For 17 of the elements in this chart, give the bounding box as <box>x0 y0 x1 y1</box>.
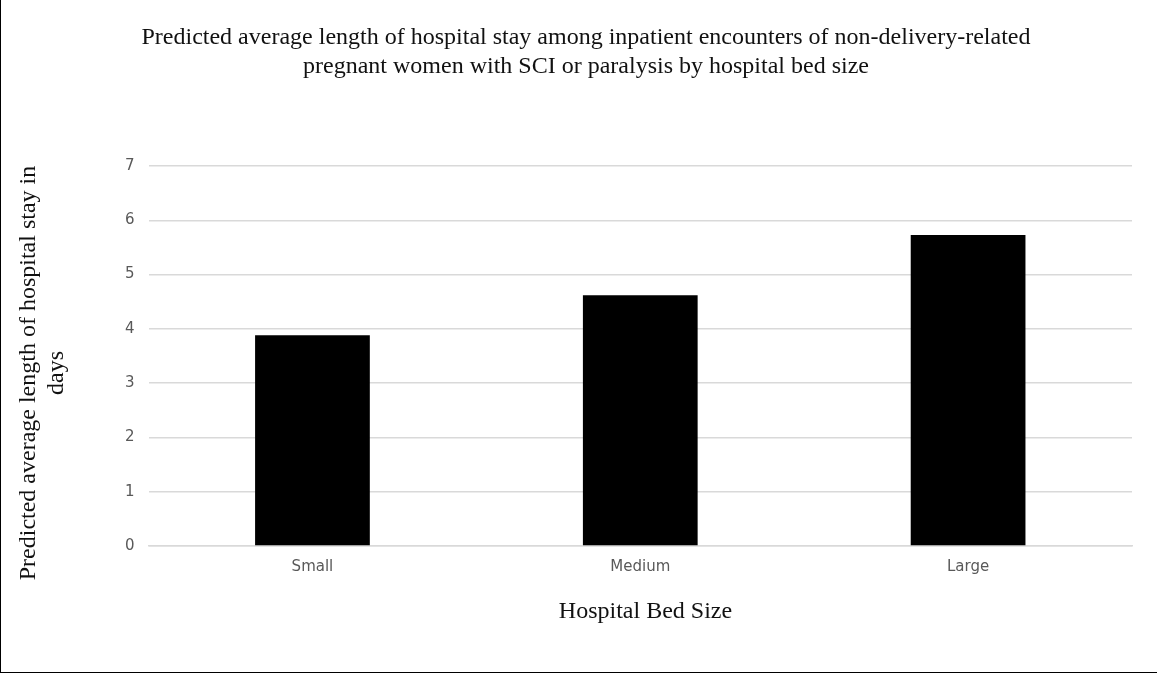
y-tick-label: 7 <box>125 155 135 174</box>
x-axis-title: Hospital Bed Size <box>557 597 734 624</box>
x-tick-label: Medium <box>610 556 671 575</box>
y-tick-label: 0 <box>125 535 135 554</box>
y-tick-label: 5 <box>125 264 135 283</box>
y-tick-label: 2 <box>125 427 135 446</box>
y-tick-label: 6 <box>125 210 135 229</box>
bar <box>910 234 1026 546</box>
y-tick-label: 1 <box>125 481 135 500</box>
y-axis-title: Predicted average length of hospital stay in days <box>13 164 69 583</box>
y-tick-label: 3 <box>125 373 135 392</box>
x-tick-label: Large <box>946 556 990 575</box>
bar <box>582 295 698 546</box>
chart-title: Predicted average length of hospital stay among inpatient encounters of non-delivery-related pregnant women with SCI or paralysis by hospital bed size <box>140 22 1032 80</box>
bar <box>255 335 370 546</box>
y-tick-label: 4 <box>125 318 135 337</box>
x-tick-label: Small <box>291 556 334 575</box>
